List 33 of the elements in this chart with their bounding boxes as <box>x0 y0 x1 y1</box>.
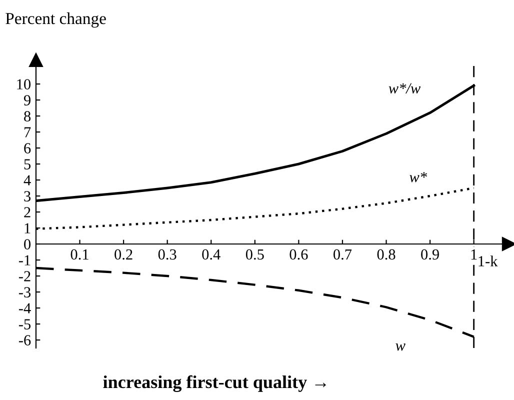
x-tick-label: 0.4 <box>202 249 220 260</box>
y-tick-label: 2 <box>24 207 30 218</box>
series-label: w* <box>410 172 428 182</box>
x-tick-label: 0.5 <box>246 249 264 260</box>
x-tick-label: 0.9 <box>421 249 439 260</box>
y-tick-label: -3 <box>18 287 31 298</box>
x-tick-label: 0.7 <box>334 249 352 260</box>
x-tick-label: 0.8 <box>377 249 396 260</box>
y-tick-label: 7 <box>24 127 31 138</box>
y-axis-title: Percent change <box>6 12 106 28</box>
x-tick-label: 1 <box>471 249 477 260</box>
y-tick-label: 6 <box>24 143 31 154</box>
x-tick-label: 0.6 <box>290 249 308 260</box>
y-tick-label: 4 <box>24 175 31 186</box>
series-label: w*/w <box>388 83 421 94</box>
y-tick-label: 10 <box>17 79 31 90</box>
y-tick-label: 1 <box>24 223 30 234</box>
x-tick-label: 0.2 <box>114 249 132 260</box>
series-label: w <box>396 344 406 351</box>
text: increasing first-cut quality → <box>103 375 326 392</box>
x-tick-label: 0.3 <box>158 249 176 260</box>
y-tick-label: 8 <box>24 111 31 122</box>
x-tick-label: 0.1 <box>70 249 88 260</box>
y-tick-label: -5 <box>18 319 31 330</box>
y-tick-label: 9 <box>24 95 30 106</box>
y-tick-label: -1 <box>18 255 30 266</box>
y-tick-label: -4 <box>18 303 31 314</box>
y-tick-label: 3 <box>24 191 31 202</box>
y-tick-label: 5 <box>24 159 31 170</box>
x-axis-title: 1-k <box>478 256 498 266</box>
y-tick-label: -6 <box>18 335 31 346</box>
y-tick-label: 0 <box>24 239 31 250</box>
y-tick-label: -2 <box>18 271 30 282</box>
